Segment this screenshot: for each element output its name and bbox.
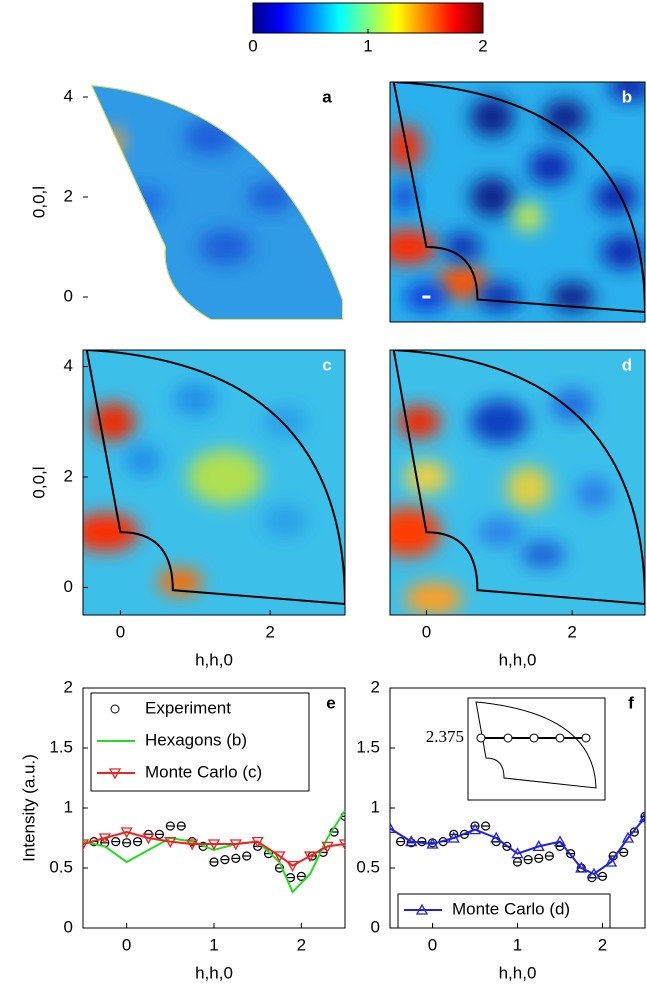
page: 012aa0240,0,lbc02402h,h,00,0,ld02h,h,0eE… (0, 0, 647, 985)
intensity-blob (521, 540, 565, 568)
x-axis-label: h,h,0 (195, 963, 233, 982)
inset-point (556, 734, 564, 742)
panel-letter: d (622, 355, 632, 374)
intensity-blob (477, 518, 521, 546)
y-tick-label: 1.5 (49, 737, 73, 756)
intensity-blob (263, 505, 308, 538)
x-tick-label: 2 (265, 622, 274, 641)
x-tick-label: 1 (513, 935, 522, 954)
intensity-blob (576, 477, 612, 510)
heatmap-image (375, 350, 645, 615)
figure: 012aa0240,0,lbc02402h,h,00,0,ld02h,h,0eE… (0, 0, 647, 985)
panel: d (375, 350, 645, 615)
inset-point (582, 734, 590, 742)
y-tick-label: 2 (64, 677, 73, 696)
y-tick-label: 0 (64, 286, 73, 305)
legend-label: Hexagons (b) (145, 730, 247, 749)
y-tick-label: 2 (64, 186, 73, 205)
y-tick-label: 0 (371, 917, 380, 936)
colorbar (253, 3, 483, 33)
intensity-blob (543, 100, 587, 135)
x-tick-label: 0 (428, 935, 437, 954)
legend-label: Monte Carlo (d) (452, 899, 570, 918)
colorbar-tick-label: 2 (478, 36, 487, 55)
panel-letter: e (326, 693, 335, 712)
inset-label: 2.375 (426, 727, 464, 746)
x-axis-label: h,h,0 (499, 963, 537, 982)
inset-point (530, 734, 538, 742)
y-tick-label: 0 (64, 577, 73, 596)
y-tick-label: 0 (64, 917, 73, 936)
y-tick-label: 2 (371, 677, 380, 696)
panel: c (72, 350, 345, 615)
x-tick-label: 2 (598, 935, 607, 954)
intensity-blob (386, 125, 422, 170)
panel: e Experiment Hexagons (b) Monte Carlo (c) (78, 688, 350, 928)
panel-letter: a (322, 87, 332, 106)
intensity-blob (477, 282, 521, 312)
panel-letter: c (322, 355, 331, 374)
y-tick-label: 2 (64, 466, 73, 485)
intensity-blob (470, 400, 528, 444)
panel: b (379, 72, 647, 322)
y-tick-label: 0.5 (356, 857, 380, 876)
intensity-blob (124, 444, 161, 477)
inset-point (504, 734, 512, 742)
intensity-blob (405, 460, 449, 493)
intensity-blob (188, 449, 263, 504)
intensity-blob (514, 202, 543, 232)
x-tick-label: 0 (122, 935, 131, 954)
panel-letter: b (622, 87, 632, 106)
x-tick-label: 1 (209, 935, 218, 954)
intensity-blob (470, 177, 514, 217)
y-tick-label: 4 (64, 356, 73, 375)
intensity-blob (550, 389, 594, 422)
inset-point (477, 734, 485, 742)
y-axis-label: Intensity (a.u.) (19, 754, 38, 862)
heatmap-image (72, 350, 345, 615)
x-tick-label: 0 (116, 622, 125, 641)
panel-letter: f (628, 693, 634, 712)
panel: aa (72, 82, 345, 322)
intensity-blob (199, 230, 251, 265)
legend-label: Experiment (145, 698, 231, 717)
intensity-blob (594, 180, 638, 215)
intensity-blob (507, 466, 551, 510)
x-axis-label: h,h,0 (499, 650, 537, 669)
panel: f Monte Carlo (d) 2.375 (385, 688, 647, 928)
legend-label: Monte Carlo (c) (145, 762, 262, 781)
y-tick-label: 4 (64, 86, 73, 105)
intensity-blob (528, 150, 572, 185)
colorbar-tick-label: 1 (363, 36, 372, 55)
x-tick-label: 2 (567, 622, 576, 641)
heatmap-image (379, 72, 647, 322)
y-tick-label: 1 (371, 797, 380, 816)
intensity-blob (405, 582, 463, 615)
intensity-blob (173, 383, 218, 416)
intensity-blob (394, 182, 416, 212)
heatmap-image (72, 82, 345, 322)
y-tick-label: 1.5 (356, 737, 380, 756)
y-axis-label: 0,0,l (29, 466, 48, 498)
y-tick-label: 0.5 (49, 857, 73, 876)
x-tick-label: 2 (297, 935, 306, 954)
center-spot (422, 296, 430, 299)
x-tick-label: 0 (422, 622, 431, 641)
y-tick-label: 1 (64, 797, 73, 816)
colorbar-tick-label: 0 (248, 36, 257, 55)
y-axis-label: 0,0,l (29, 186, 48, 218)
x-axis-label: h,h,0 (195, 650, 233, 669)
